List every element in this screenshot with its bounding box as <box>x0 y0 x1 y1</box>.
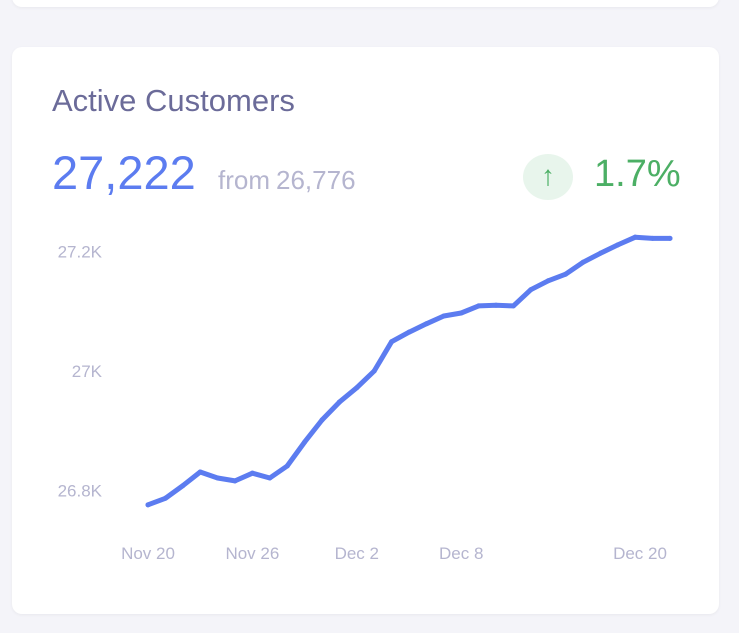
data-point[interactable] <box>145 502 151 508</box>
data-point[interactable] <box>232 478 238 484</box>
data-point[interactable] <box>180 483 186 489</box>
active-customers-card: Active Customers 27,222 from 26,776 ↑ 1.7… <box>12 47 719 614</box>
data-point[interactable] <box>162 495 168 501</box>
data-point[interactable] <box>406 329 412 335</box>
card-title: Active Customers <box>52 83 295 118</box>
current-value: 27,222 <box>52 146 196 199</box>
x-tick-label: Dec 8 <box>439 544 483 563</box>
data-point[interactable] <box>354 385 360 391</box>
data-point[interactable] <box>371 368 377 374</box>
data-point[interactable] <box>667 235 673 241</box>
x-tick-label: Dec 2 <box>335 544 379 563</box>
from-label: from <box>218 165 270 195</box>
previous-value-label: from 26,776 <box>218 165 356 196</box>
data-point[interactable] <box>563 271 569 277</box>
data-point[interactable] <box>476 303 482 309</box>
series-line-active-customers <box>145 234 673 508</box>
data-point[interactable] <box>284 463 290 469</box>
data-point[interactable] <box>249 470 255 476</box>
x-tick-label: Nov 26 <box>225 544 279 563</box>
previous-value: 26,776 <box>276 165 356 195</box>
previous-card <box>12 0 719 7</box>
arrow-up-icon: ↑ <box>523 154 573 200</box>
x-tick-label: Dec 20 <box>613 544 667 563</box>
y-tick-label: 26.8K <box>58 482 103 501</box>
data-point[interactable] <box>423 321 429 327</box>
data-point[interactable] <box>580 259 586 265</box>
data-point[interactable] <box>336 399 342 405</box>
data-point[interactable] <box>458 310 464 316</box>
data-point[interactable] <box>215 475 221 481</box>
data-point[interactable] <box>441 313 447 319</box>
y-tick-label: 27.2K <box>58 243 103 262</box>
x-tick-label: Nov 20 <box>121 544 175 563</box>
data-point[interactable] <box>302 439 308 445</box>
data-point[interactable] <box>615 242 621 248</box>
data-point[interactable] <box>319 417 325 423</box>
data-point[interactable] <box>597 250 603 256</box>
data-point[interactable] <box>632 234 638 240</box>
y-tick-label: 27K <box>72 362 103 381</box>
data-point[interactable] <box>650 235 656 241</box>
data-point[interactable] <box>545 278 551 284</box>
data-point[interactable] <box>528 287 534 293</box>
data-point[interactable] <box>267 475 273 481</box>
data-point[interactable] <box>510 303 516 309</box>
data-point[interactable] <box>389 339 395 345</box>
data-point[interactable] <box>493 302 499 308</box>
data-point[interactable] <box>197 469 203 475</box>
change-percent: 1.7% <box>594 153 681 195</box>
